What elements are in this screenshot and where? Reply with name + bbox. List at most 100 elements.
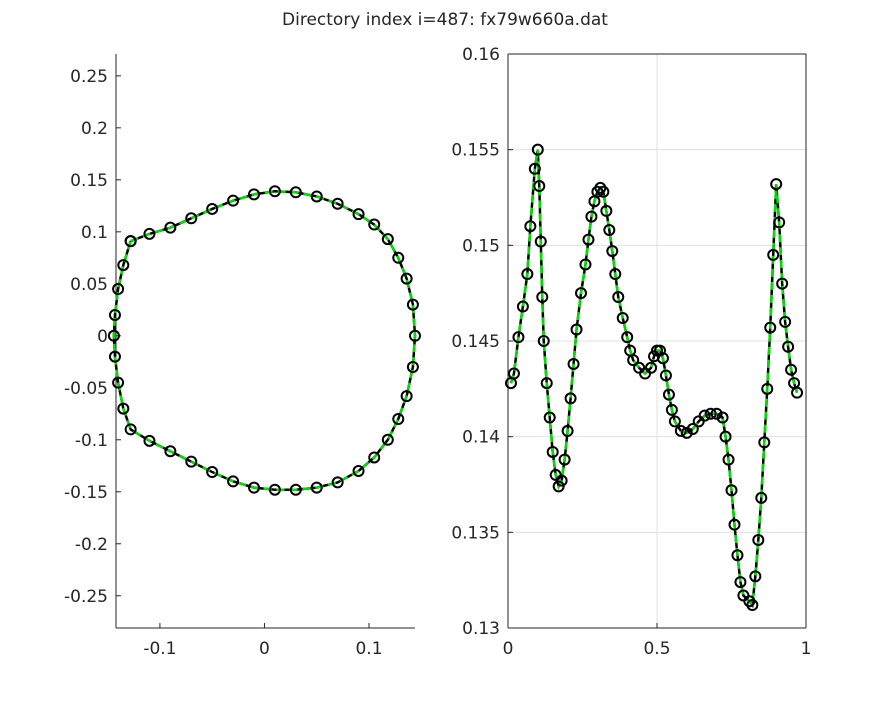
marker xyxy=(716,411,729,424)
marker xyxy=(616,312,629,325)
y-tick-label: 0.155 xyxy=(451,141,500,161)
marker xyxy=(108,350,121,363)
marker xyxy=(117,259,130,272)
marker xyxy=(227,194,240,207)
marker xyxy=(725,484,738,497)
y-tick-label: 0 xyxy=(97,327,108,347)
x-tick-label: -0.1 xyxy=(143,639,176,659)
marker xyxy=(310,481,323,494)
marker xyxy=(758,436,771,449)
marker xyxy=(612,290,625,303)
marker xyxy=(767,248,780,261)
marker xyxy=(289,483,302,496)
marker xyxy=(606,245,619,258)
marker xyxy=(124,235,137,248)
marker xyxy=(674,424,687,437)
marker xyxy=(164,221,177,234)
marker xyxy=(755,491,768,504)
marker xyxy=(603,224,616,237)
marker xyxy=(331,197,344,210)
marker xyxy=(782,340,795,353)
marker xyxy=(575,287,588,300)
marker xyxy=(546,445,559,458)
marker xyxy=(310,190,323,203)
marker xyxy=(381,233,394,246)
marker xyxy=(248,481,260,494)
marker xyxy=(352,208,365,221)
marker xyxy=(392,251,405,264)
series-line-dashed xyxy=(112,190,417,491)
marker xyxy=(531,143,544,156)
marker xyxy=(564,392,577,405)
marker xyxy=(600,204,613,217)
marker xyxy=(540,377,553,390)
y-tick-label: -0.2 xyxy=(75,535,108,555)
marker xyxy=(368,218,381,231)
y-tick-label: -0.25 xyxy=(64,587,108,607)
marker xyxy=(785,363,798,376)
series-line-dashed xyxy=(509,149,799,609)
marker xyxy=(143,434,156,447)
marker xyxy=(409,329,421,342)
x-tick-label: 0.1 xyxy=(355,639,382,659)
marker xyxy=(653,344,666,357)
y-tick-label: -0.05 xyxy=(64,379,108,399)
y-tick-label: 0.15 xyxy=(462,236,500,256)
marker xyxy=(206,202,219,215)
marker xyxy=(645,361,658,374)
marker xyxy=(534,235,547,248)
marker xyxy=(552,480,565,493)
y-tick-label: -0.15 xyxy=(64,483,108,503)
marker xyxy=(206,466,219,479)
marker xyxy=(770,178,783,191)
marker xyxy=(761,382,774,395)
marker xyxy=(381,433,394,446)
marker xyxy=(164,445,177,458)
marker xyxy=(582,233,595,246)
marker xyxy=(627,354,640,367)
marker xyxy=(710,407,723,420)
marker xyxy=(512,331,525,344)
marker xyxy=(227,475,240,488)
marker xyxy=(558,453,571,466)
marker xyxy=(579,258,592,271)
y-tick-label: 0.05 xyxy=(70,275,108,295)
marker xyxy=(406,298,419,311)
marker xyxy=(680,426,693,439)
marker xyxy=(791,386,804,399)
marker xyxy=(124,423,137,436)
marker xyxy=(776,277,789,290)
marker xyxy=(112,283,125,296)
marker xyxy=(570,323,583,336)
marker xyxy=(185,212,198,225)
x-tick-label: 0 xyxy=(503,639,514,659)
marker xyxy=(537,335,550,347)
marker xyxy=(585,210,598,223)
y-tick-label: 0.2 xyxy=(81,119,108,139)
marker xyxy=(507,367,520,380)
marker xyxy=(764,321,777,334)
marker xyxy=(392,412,405,425)
y-tick-label: 0.14 xyxy=(462,428,500,448)
y-tick-label: 0.145 xyxy=(451,332,500,352)
marker xyxy=(728,518,741,531)
y-tick-label: 0.15 xyxy=(70,171,108,191)
marker xyxy=(352,464,365,477)
marker xyxy=(521,268,534,281)
marker xyxy=(665,403,678,416)
marker xyxy=(112,376,125,389)
marker xyxy=(268,185,281,198)
marker xyxy=(722,453,735,466)
marker xyxy=(752,533,765,546)
y-tick-label: 0.13 xyxy=(462,619,500,639)
marker xyxy=(248,188,260,201)
marker xyxy=(749,570,762,583)
marker xyxy=(143,227,156,240)
marker xyxy=(597,185,610,198)
x-tick-label: 1 xyxy=(801,639,812,659)
marker xyxy=(731,549,744,562)
marker xyxy=(609,268,622,281)
marker xyxy=(289,186,302,199)
